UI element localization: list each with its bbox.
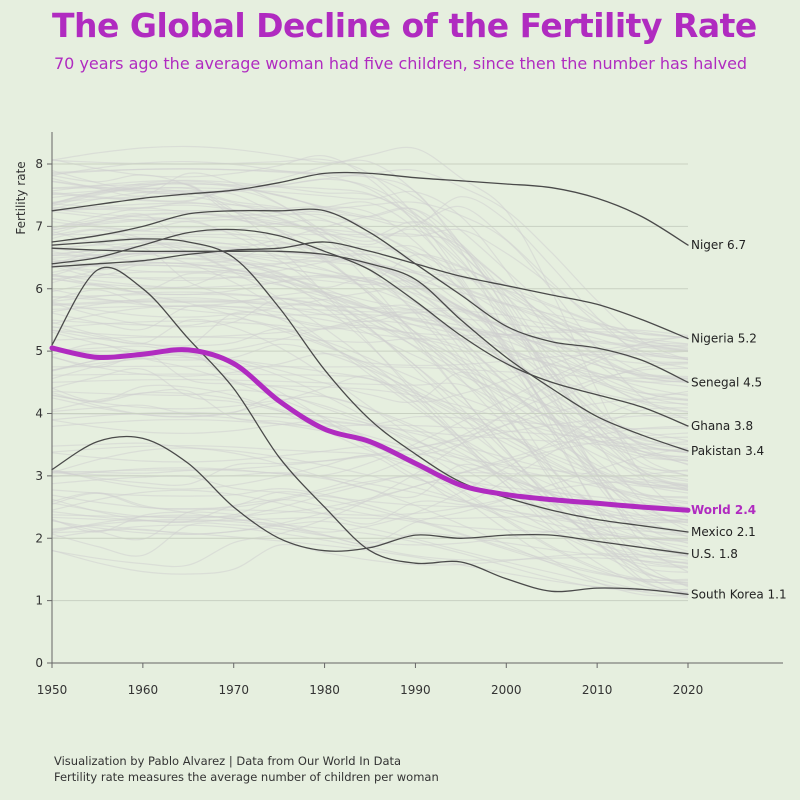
- background-country-line: [51, 258, 689, 593]
- series-line-niger: [51, 171, 689, 246]
- background-country-line: [51, 201, 689, 421]
- background-country-line: [52, 233, 689, 573]
- series-line-south-korea: [51, 266, 689, 596]
- background-country-line: [51, 520, 689, 599]
- background-country-line: [51, 286, 689, 360]
- fertility-chart: 0 1 2 3 4 5 6 7 8 1950 1960 1970 1980 1990 2000 2010 202…: [14, 132, 787, 697]
- background-country-line: [51, 183, 689, 413]
- y-tick-label: 5: [35, 344, 43, 358]
- background-country-lines: [51, 145, 689, 599]
- series-line-nigeria: [51, 241, 689, 340]
- background-country-line: [51, 276, 689, 522]
- background-country-line: [51, 242, 689, 339]
- chart-title: The Global Decline of the Fertility Rate: [52, 6, 757, 45]
- y-tick-label: 4: [35, 407, 43, 421]
- background-country-line: [51, 489, 689, 525]
- y-tick-label: 2: [35, 531, 43, 545]
- background-country-line: [51, 522, 689, 557]
- x-tick-label: 1970: [218, 683, 249, 697]
- background-country-line: [51, 365, 689, 380]
- series-label-pakistan: Pakistan 3.4: [691, 444, 764, 458]
- y-tick-label: 3: [35, 469, 43, 483]
- y-tick-label: 7: [35, 219, 43, 233]
- series-label-ghana: Ghana 3.8: [691, 419, 753, 433]
- y-tick-label: 6: [35, 282, 43, 296]
- background-country-line: [51, 253, 689, 350]
- background-country-line: [51, 217, 689, 413]
- x-tick-label: 1950: [37, 683, 68, 697]
- y-axis-label: Fertility rate: [14, 161, 28, 234]
- footer-credit: Visualization by Pablo Alvarez | Data fr…: [54, 754, 402, 768]
- background-country-line: [51, 217, 689, 537]
- background-country-line: [51, 514, 689, 522]
- background-country-line: [51, 356, 689, 498]
- x-tick-label: 1980: [309, 683, 340, 697]
- series-label-senegal: Senegal 4.5: [691, 375, 762, 389]
- background-country-line: [51, 388, 689, 584]
- background-country-line: [51, 189, 689, 419]
- background-country-line: [51, 204, 689, 383]
- series-label-mexico: Mexico 2.1: [691, 525, 756, 539]
- background-country-line: [51, 394, 689, 503]
- background-country-line: [51, 354, 689, 472]
- background-country-line: [51, 283, 689, 486]
- background-country-line: [51, 201, 689, 588]
- gridlines: [52, 163, 688, 602]
- x-tick-label: 1990: [400, 683, 431, 697]
- background-country-line: [51, 174, 689, 584]
- background-country-line: [51, 270, 689, 491]
- series-line-pakistan: [51, 247, 689, 452]
- series-line-senegal: [51, 208, 689, 383]
- series-label-niger: Niger 6.7: [691, 238, 746, 252]
- series-lines: [49, 171, 691, 596]
- background-country-line: [51, 251, 689, 345]
- background-country-line: [51, 320, 689, 405]
- background-country-line: [51, 524, 689, 558]
- background-country-line: [51, 378, 689, 521]
- series-label-nigeria: Nigeria 5.2: [691, 332, 757, 346]
- y-tick-label: 0: [35, 656, 43, 670]
- background-country-line: [51, 487, 689, 586]
- background-country-line: [51, 454, 689, 533]
- series-label-u-s: U.S. 1.8: [691, 547, 738, 561]
- series-label-south-korea: South Korea 1.1: [691, 587, 787, 601]
- x-tick-label: 1960: [128, 683, 159, 697]
- background-country-line: [51, 160, 689, 454]
- background-country-line: [51, 447, 689, 545]
- chart-subtitle: 70 years ago the average woman had five …: [54, 54, 748, 73]
- background-country-line: [51, 298, 689, 442]
- y-tick-label: 8: [35, 157, 43, 171]
- background-country-line: [51, 213, 689, 476]
- background-country-line: [51, 499, 689, 543]
- background-country-line: [51, 264, 689, 452]
- background-country-line: [51, 217, 689, 352]
- background-country-line: [51, 202, 689, 558]
- series-line-world: [49, 345, 691, 513]
- x-tick-label: 2010: [582, 683, 613, 697]
- footer-note: Fertility rate measures the average numb…: [54, 770, 439, 784]
- x-tick-label: 2000: [491, 683, 522, 697]
- series-line-u-s: [51, 435, 689, 555]
- background-country-line: [51, 469, 689, 594]
- y-tick-label: 1: [35, 594, 43, 608]
- background-country-line: [51, 305, 689, 451]
- background-country-line: [51, 180, 689, 369]
- series-label-world: World 2.4: [691, 503, 756, 517]
- series-labels: Niger 6.7 Nigeria 5.2 Senegal 4.5 Ghana 3.8…: [691, 238, 787, 601]
- background-country-line: [51, 413, 689, 490]
- series-line-ghana: [51, 228, 689, 427]
- background-country-line: [51, 352, 689, 377]
- axes: 0 1 2 3 4 5 6 7 8 1950 1960 1970 1980 1990 2000 2010 202…: [14, 132, 783, 697]
- background-country-line: [51, 305, 689, 383]
- series-line-mexico: [51, 238, 689, 533]
- background-country-line: [51, 384, 689, 511]
- x-tick-label: 2020: [673, 683, 704, 697]
- background-country-line: [51, 491, 689, 592]
- background-country-line: [51, 432, 689, 535]
- background-country-line: [51, 235, 689, 552]
